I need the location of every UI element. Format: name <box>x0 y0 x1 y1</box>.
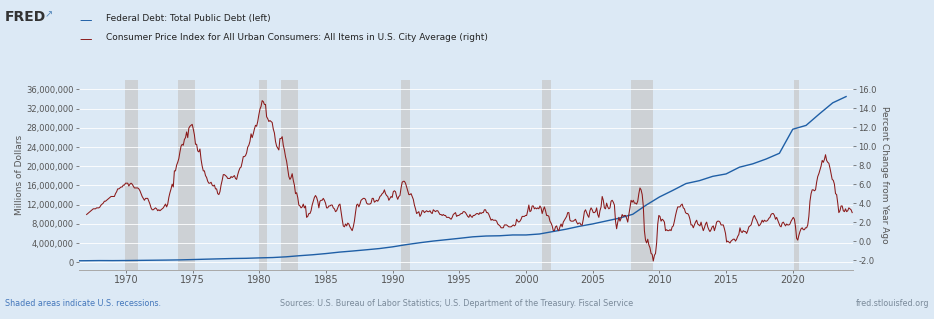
Text: ↗: ↗ <box>45 10 53 19</box>
Y-axis label: Percent Change from Year Ago: Percent Change from Year Ago <box>880 106 888 243</box>
Bar <box>260 80 267 270</box>
Text: Shaded areas indicate U.S. recessions.: Shaded areas indicate U.S. recessions. <box>5 299 161 308</box>
Text: Sources: U.S. Bureau of Labor Statistics; U.S. Department of the Treasury. Fisca: Sources: U.S. Bureau of Labor Statistics… <box>280 299 633 308</box>
Text: Federal Debt: Total Public Debt (left): Federal Debt: Total Public Debt (left) <box>106 14 270 23</box>
Bar <box>542 80 551 270</box>
Bar <box>178 80 195 270</box>
Text: fred.stlouisfed.org: fred.stlouisfed.org <box>856 299 929 308</box>
Bar <box>794 80 800 270</box>
Text: Consumer Price Index for All Urban Consumers: All Items in U.S. City Average (ri: Consumer Price Index for All Urban Consu… <box>106 33 488 42</box>
Text: —: — <box>79 14 92 27</box>
Bar <box>281 80 298 270</box>
Text: —: — <box>79 33 92 47</box>
Bar <box>401 80 410 270</box>
Bar <box>631 80 653 270</box>
Bar <box>125 80 138 270</box>
Text: FRED: FRED <box>5 10 46 24</box>
Y-axis label: Millions of Dollars: Millions of Dollars <box>15 135 23 215</box>
